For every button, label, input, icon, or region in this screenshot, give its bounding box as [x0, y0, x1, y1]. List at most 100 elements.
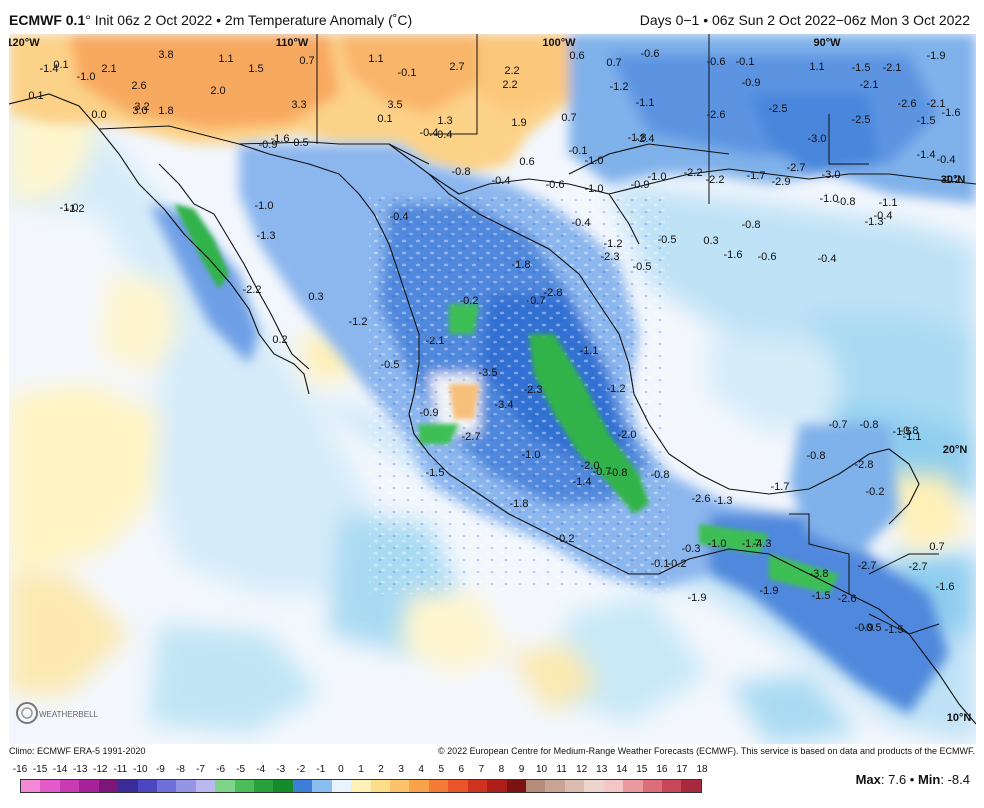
scale-tick-label: -9 — [155, 764, 165, 775]
scale-swatch — [176, 780, 196, 792]
anomaly-value: -0.8 — [900, 425, 919, 437]
anomaly-value: -0.5 — [633, 261, 652, 273]
anomaly-value: -4.3 — [753, 538, 772, 550]
anomaly-value: -1.9 — [688, 592, 707, 604]
anomaly-value: -1.9 — [927, 50, 946, 62]
anomaly-value: -1.1 — [903, 431, 922, 443]
anomaly-value: -0.4 — [572, 217, 591, 229]
scale-swatch — [525, 780, 546, 792]
svg-text:WEATHERBELL: WEATHERBELL — [39, 710, 99, 719]
anomaly-value: -0.7 — [527, 295, 546, 307]
scale-tick-label: -11 — [113, 764, 128, 775]
anomaly-value: -2.9 — [772, 176, 791, 188]
anomaly-value: -2.0 — [618, 429, 637, 441]
anomaly-value: 0.6 — [519, 156, 534, 168]
anomaly-value: -0.4 — [390, 211, 409, 223]
coastlines — [9, 93, 976, 725]
anomaly-value: -0.9 — [420, 407, 439, 419]
anomaly-value: 0.7 — [606, 57, 621, 69]
political-borders — [98, 34, 940, 635]
scale-swatch — [545, 780, 565, 792]
scale-swatch — [390, 780, 410, 792]
anomaly-value: -2.7 — [909, 561, 928, 573]
scale-swatch — [156, 780, 177, 792]
anomaly-value: -0.4 — [492, 175, 511, 187]
anomaly-value: 0.7 — [561, 112, 576, 124]
scale-tick-label: 6 — [458, 764, 465, 775]
anomaly-value: -1.0 — [585, 183, 604, 195]
valid-period: Days 0−1 • 06z Sun 2 Oct 2022−06z Mon 3 … — [639, 12, 970, 28]
anomaly-value: -1.0 — [522, 449, 541, 461]
anomaly-value: -0.8 — [609, 467, 628, 479]
anomaly-value: -2.6 — [707, 109, 726, 121]
anomaly-value: -0.4 — [874, 210, 893, 222]
anomaly-value: 0.0 — [91, 109, 106, 121]
anomaly-value: -2.4 — [636, 133, 655, 145]
anomaly-value: 1.5 — [248, 63, 263, 75]
coordinate-label: 120°W — [9, 37, 40, 49]
anomaly-value: -1.3 — [257, 230, 276, 242]
anomaly-value: -2.7 — [787, 162, 806, 174]
anomaly-value: -1.6 — [724, 249, 743, 261]
scale-swatch — [409, 780, 429, 792]
scale-swatch — [254, 780, 274, 792]
anomaly-value: -2.1 — [426, 335, 445, 347]
anomaly-value: -0.8 — [860, 419, 879, 431]
anomaly-value: -0.6 — [641, 48, 660, 60]
anomaly-value: -2.8 — [855, 459, 874, 471]
scale-tick-label: -15 — [32, 764, 48, 775]
anomaly-value: -0.1 — [398, 67, 417, 79]
anomaly-value: -2.5 — [852, 114, 871, 126]
scale-tick-label: 5 — [438, 764, 445, 775]
scale-tick-label: -6 — [216, 764, 226, 775]
anomaly-value: -0.8 — [651, 469, 670, 481]
anomaly-value: -0.8 — [742, 219, 761, 231]
anomaly-value: -2.2 — [684, 167, 703, 179]
scale-tick-label: 18 — [696, 764, 708, 775]
anomaly-value: -1.2 — [610, 81, 629, 93]
anomaly-value: 3.3 — [291, 99, 306, 111]
anomaly-value: -1.1 — [636, 97, 655, 109]
anomaly-value: -1.8 — [512, 259, 531, 271]
anomaly-value: -1.7 — [747, 170, 766, 182]
anomaly-value: -1.2 — [607, 383, 626, 395]
min-value: -8.4 — [947, 772, 970, 787]
scale-tick-label: -1 — [316, 764, 326, 775]
anomaly-value: -2.6 — [898, 98, 917, 110]
anomaly-value: -0.6 — [546, 179, 565, 191]
anomaly-value: 0.1 — [28, 90, 43, 102]
anomaly-value: -1.5 — [812, 590, 831, 602]
anomaly-value: -1.4 — [573, 476, 592, 488]
scale-tick-label: 7 — [478, 764, 485, 775]
anomaly-value: -1.6 — [942, 107, 961, 119]
coordinate-labels: 120°W 110°W 100°W 90°W 30°N 20°N 10°N — [9, 37, 971, 724]
coordinate-label: 90°W — [813, 37, 841, 49]
anomaly-value: -0.9 — [855, 622, 874, 634]
anomaly-value: -1.2 — [604, 238, 623, 250]
anomaly-value: -1.8 — [628, 132, 647, 144]
scale-tick-label: 11 — [556, 764, 567, 775]
anomaly-value: -1.7 — [771, 481, 790, 493]
scale-swatch — [603, 780, 624, 792]
anomaly-value: -2.1 — [927, 98, 946, 110]
scale-swatch — [661, 780, 682, 792]
anomaly-value: -2.1 — [860, 79, 879, 91]
anomaly-value: 0.5 — [293, 137, 308, 149]
anomaly-value: 0.7 — [299, 55, 314, 67]
anomaly-value: -1.4 — [40, 63, 59, 75]
anomaly-value: -0.6 — [758, 251, 777, 263]
anomaly-value: -0.4 — [420, 127, 439, 139]
scale-swatch — [448, 780, 468, 792]
anomaly-value: -1.1 — [879, 197, 898, 209]
coordinate-label: 20°N — [943, 444, 968, 456]
anomaly-value: 0.7 — [929, 541, 944, 553]
scale-swatch — [59, 780, 80, 792]
scale-tick-label: -14 — [52, 764, 68, 775]
scale-swatch — [137, 780, 157, 792]
scale-swatch — [623, 780, 643, 792]
anomaly-value: -1.9 — [760, 585, 779, 597]
anomaly-value: 1.1 — [218, 53, 233, 65]
weatherbell-logo: WEATHERBELL — [13, 693, 101, 733]
anomaly-value: 3.8 — [158, 49, 173, 61]
anomaly-value: 2.7 — [449, 61, 464, 73]
